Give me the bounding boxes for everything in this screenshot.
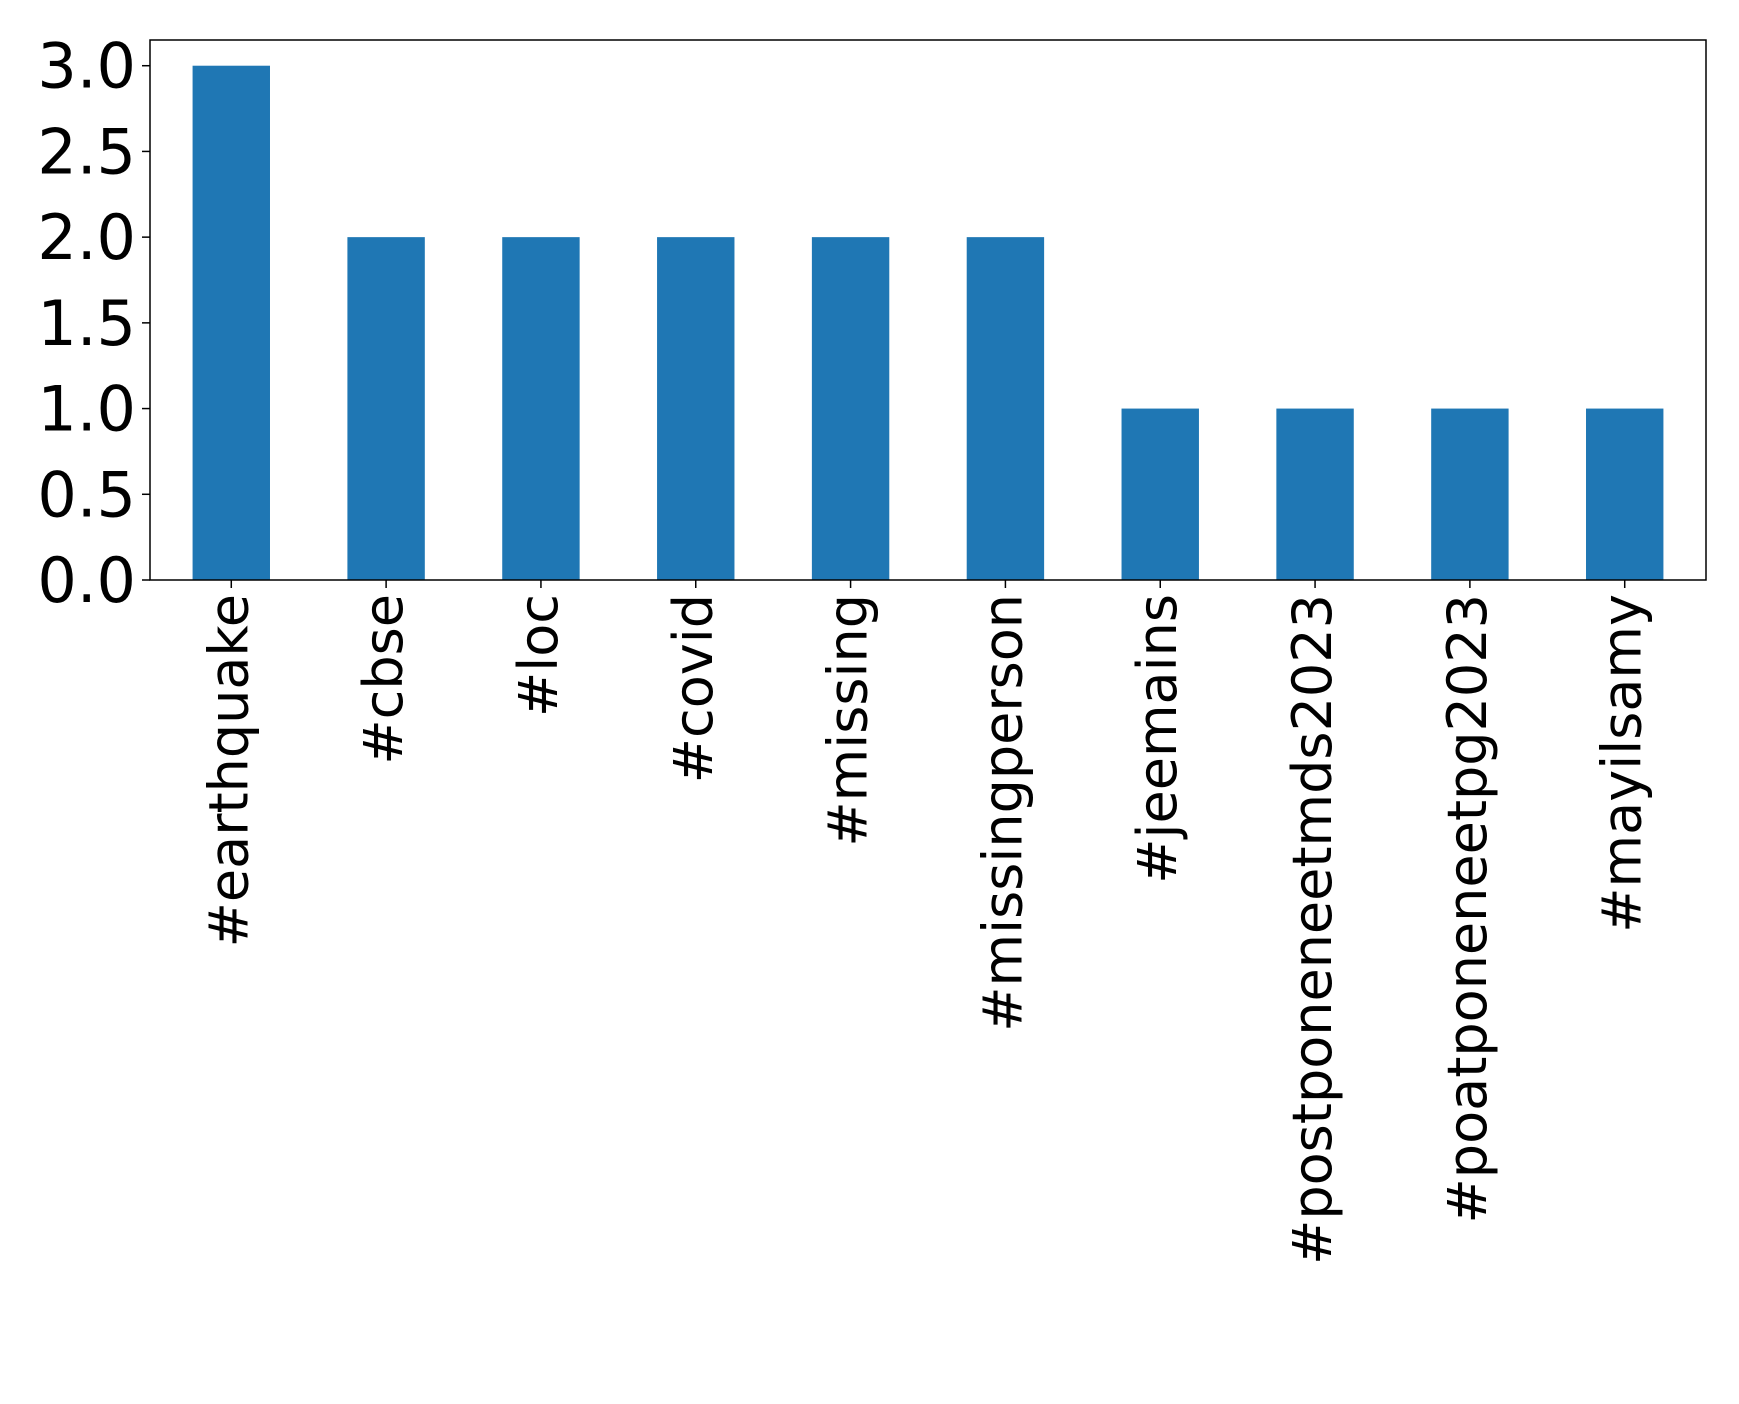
x-tick-label: #cbse — [352, 594, 415, 765]
y-tick-label: 2.0 — [37, 201, 136, 274]
y-tick-label: 3.0 — [37, 30, 136, 103]
bar-postponeneetmds2023 — [1276, 408, 1354, 580]
x-tick-label: #mayilsamy — [1591, 594, 1654, 933]
bar-missingperson — [966, 237, 1045, 580]
y-tick-label: 0.5 — [37, 458, 136, 531]
y-tick-label: 0.0 — [37, 544, 136, 617]
x-tick-label: #missing — [817, 594, 880, 847]
x-axis: #earthquake #cbse #loc #covid #missing #missi… — [197, 580, 1654, 1265]
y-axis: 0.0 0.5 1.0 1.5 2.0 2.5 3.0 — [37, 30, 150, 617]
bar-earthquake — [192, 65, 270, 580]
x-tick-label: #earthquake — [197, 594, 260, 947]
x-tick-label: #missingperson — [971, 594, 1034, 1032]
bar-cbse — [347, 237, 425, 580]
bar-poatponeneetpg2023 — [1431, 408, 1509, 580]
bar-mayilsamy — [1586, 408, 1664, 580]
bar-covid — [657, 237, 735, 580]
x-tick-label: #postponeneetmds2023 — [1281, 594, 1344, 1265]
y-tick-label: 2.5 — [37, 115, 136, 188]
bar-missing — [811, 237, 890, 580]
bars-layer — [192, 65, 1664, 580]
bar-loc — [502, 237, 580, 580]
plot-frame — [149, 39, 1707, 581]
x-tick-label: #poatponeneetpg2023 — [1436, 594, 1499, 1223]
y-tick-label: 1.5 — [37, 287, 136, 360]
x-tick-label: #loc — [507, 594, 570, 717]
x-tick-label: #covid — [662, 594, 725, 783]
y-tick-label: 1.0 — [37, 373, 136, 446]
bar-jeemains — [1121, 408, 1199, 580]
x-tick-label: #jeemains — [1126, 594, 1189, 884]
